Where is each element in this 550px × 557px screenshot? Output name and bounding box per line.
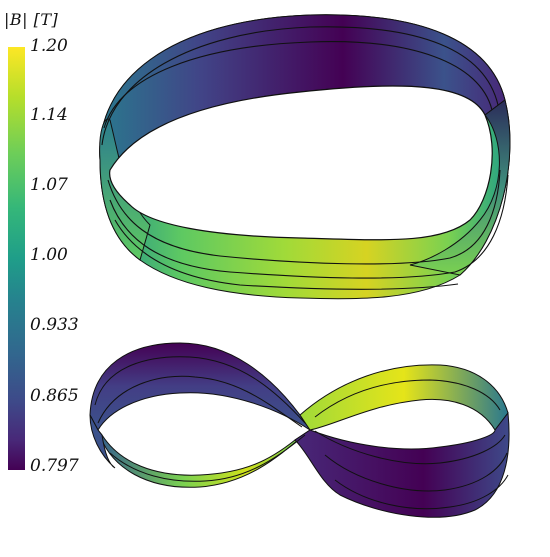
colorbar-tick: 0.865 — [30, 386, 79, 406]
colorbar-tick: 1.14 — [30, 105, 68, 125]
stellarator-side-view — [89, 342, 510, 518]
colorbar-tick: 1.20 — [30, 36, 68, 56]
colorbar-title: |B| [T] — [4, 10, 59, 29]
colorbar — [8, 47, 25, 470]
stellarator-top-view — [99, 14, 511, 300]
colorbar-tick: 0.933 — [30, 315, 79, 335]
colorbar-tick: 1.07 — [30, 175, 68, 195]
colorbar-tick: 1.00 — [30, 245, 68, 265]
colorbar-tick: 0.797 — [30, 456, 79, 476]
